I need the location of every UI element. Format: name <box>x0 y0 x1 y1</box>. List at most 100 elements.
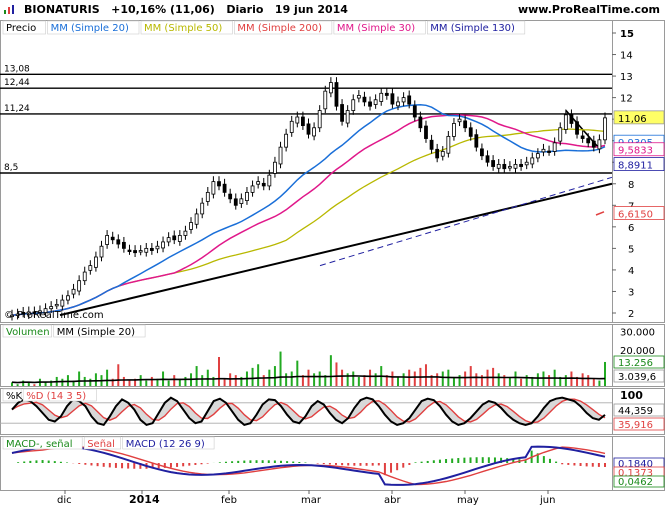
candle-body <box>429 139 434 150</box>
legend-item-label: MM (Simple 50) <box>144 23 222 34</box>
candle-body <box>54 303 59 307</box>
candle-body <box>591 140 596 148</box>
candle-body <box>239 198 244 204</box>
candle-body <box>183 230 188 236</box>
candle-body <box>99 245 104 258</box>
site-link[interactable]: www.ProRealTime.com <box>517 3 660 16</box>
stoch-k-tag-label: 44,359 <box>618 406 653 417</box>
candle-body <box>558 127 563 142</box>
candle-body <box>82 271 87 282</box>
candle-body <box>580 135 585 139</box>
candle-body <box>105 235 110 245</box>
price-tick-label: 3 <box>628 287 634 298</box>
price-tick-label: 12 <box>620 94 633 105</box>
price-tag-box <box>613 206 665 221</box>
price-tick-label: 13 <box>620 72 633 83</box>
candle-body <box>328 82 333 94</box>
price-tick-label: 4 <box>628 266 634 277</box>
price-tick-label: 14 <box>620 51 633 62</box>
legend-item-box <box>47 20 140 35</box>
legend-item-box <box>83 436 121 450</box>
candle-body <box>368 101 372 107</box>
level-label: 13,08 <box>4 64 30 74</box>
legend-item-label: %D (14 3 5) <box>26 391 86 402</box>
stoch-d-tag-box <box>613 417 665 431</box>
candle-body <box>211 181 216 195</box>
price-tag-box <box>613 142 665 157</box>
candle-body <box>71 288 76 295</box>
candle-body <box>535 153 540 159</box>
candles <box>10 77 607 321</box>
legend-item-label: MM (Simple 130) <box>430 23 515 34</box>
candle-body <box>412 105 417 118</box>
candle-body <box>569 114 574 124</box>
candle-body <box>597 139 602 150</box>
macd-tag-label: 0,1373 <box>618 468 653 479</box>
candle-body <box>491 160 496 167</box>
price-tick-label: 6 <box>628 223 634 234</box>
candle-body <box>200 202 205 215</box>
candle-body <box>485 155 490 163</box>
candle-body <box>228 193 233 200</box>
price-tick-label: 5 <box>628 244 634 255</box>
macd-tag-box <box>613 475 665 488</box>
level-label: 8,5 <box>4 163 18 173</box>
legend-item-label: MM (Simple 20) <box>51 23 129 34</box>
price-tick-label: 2 <box>628 309 634 320</box>
candle-body <box>77 280 82 292</box>
legend-item-box <box>53 324 146 338</box>
candle-body <box>155 245 160 250</box>
legend-item-box <box>333 20 426 35</box>
x-axis-label: dic <box>57 495 72 506</box>
candle-body <box>217 181 221 187</box>
candle-body <box>278 146 283 165</box>
date-label: 19 jun 2014 <box>274 3 348 16</box>
x-axis-label: 2014 <box>129 493 160 506</box>
candle-body <box>161 241 165 249</box>
candle-body <box>424 125 428 139</box>
volume-ma-line <box>11 375 606 384</box>
candle-body <box>563 114 568 130</box>
price-change: +10,16% (11,06) <box>111 3 215 16</box>
chart-canvas: 1514131211109876543213,0812,4411,248,511… <box>0 20 665 506</box>
candle-body <box>396 101 400 107</box>
x-axis-label: mar <box>301 495 322 506</box>
candle-body <box>166 237 171 243</box>
candle-body <box>88 265 93 271</box>
candle-body <box>60 299 65 307</box>
volume-tag-label: 13.256 <box>618 358 653 369</box>
legend-item-label: Precio <box>6 23 36 34</box>
candle-body <box>323 90 328 110</box>
volume-tag-box <box>613 355 665 369</box>
candle-body <box>177 235 182 242</box>
stoch-fill <box>12 397 605 425</box>
legend-item-box <box>140 20 233 35</box>
candle-body <box>15 313 20 316</box>
legend-item-label: MACD-, señal <box>6 439 73 450</box>
legend-item-box <box>2 20 46 35</box>
bar-chart-icon <box>4 5 14 14</box>
candle-body <box>149 247 154 251</box>
stoch-k-line <box>11 396 606 427</box>
candle-body <box>261 182 266 187</box>
legend-item-box <box>2 324 53 338</box>
candle-body <box>452 123 456 137</box>
candle-body <box>38 310 42 313</box>
legend-item-box <box>122 436 215 450</box>
price-panel <box>0 20 665 323</box>
candle-body <box>351 99 356 111</box>
candle-body <box>334 82 339 107</box>
candle-body <box>575 121 579 135</box>
legend-item-label: MM (Simple 30) <box>337 23 415 34</box>
candle-body <box>390 93 395 105</box>
trendline-dashed <box>319 176 613 267</box>
candle-body <box>457 118 462 123</box>
candle-body <box>94 256 98 268</box>
candle-body <box>507 166 512 169</box>
candle-body <box>256 181 261 185</box>
level-label: 11,24 <box>4 104 30 114</box>
candle-body <box>10 314 14 318</box>
legend-item-label: MM (Simple 200) <box>237 23 322 34</box>
candle-body <box>267 174 272 187</box>
candle-body <box>362 96 367 103</box>
